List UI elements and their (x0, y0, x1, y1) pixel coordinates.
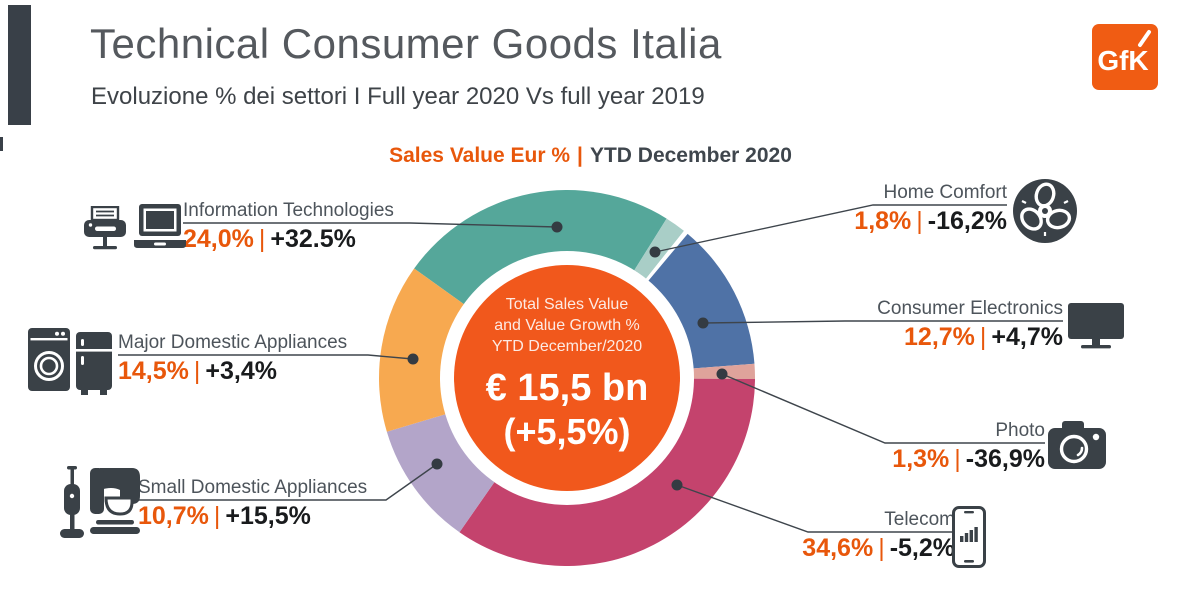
coffee-machine-icon (90, 468, 140, 534)
chart-title-left: Sales Value Eur % (389, 144, 571, 167)
center-line-2: and Value Growth % (494, 317, 640, 334)
tv-icon (1068, 303, 1124, 349)
center-line-3: YTD December/2020 (491, 338, 643, 355)
sector-name: Photo (995, 420, 1045, 441)
gfk-logo-text: GfK (1097, 45, 1148, 76)
refrigerator-icon (76, 332, 112, 395)
page-subtitle: Evoluzione % dei settori I Full year 202… (91, 83, 705, 110)
sector-name: Consumer Electronics (877, 298, 1063, 319)
printer-icon (84, 206, 126, 250)
sector-name: Small Domestic Appliances (138, 477, 368, 498)
donut-center-circle (454, 265, 680, 491)
sector-label-consumer-electronics: Consumer Electronics 12,7% | +4,7% (813, 298, 1063, 352)
sector-growth: -36,9% (965, 445, 1045, 473)
camera-icon (1048, 421, 1106, 469)
sector-share: 34,6% (802, 534, 874, 562)
sector-label-information-technologies: Information Technologies 24,0% | +32.5% (183, 200, 394, 254)
gfk-logo-accent (1138, 30, 1151, 47)
sector-name: Telecom (884, 509, 955, 530)
sector-growth: +4,7% (991, 323, 1063, 351)
donut-center-label: Total Sales Value and Value Growth % YTD… (452, 294, 682, 454)
sector-share: 1,3% (892, 445, 950, 473)
value-separator: | (979, 323, 987, 351)
sector-share: 12,7% (904, 323, 975, 351)
sector-name: Home Comfort (883, 182, 1007, 203)
sector-label-photo: Photo 1,3% | -36,9% (795, 420, 1045, 474)
sector-growth: +15,5% (225, 502, 311, 530)
center-line-1: Total Sales Value (505, 296, 629, 313)
value-separator: | (954, 445, 961, 473)
fan-icon (1013, 179, 1077, 243)
sector-label-home-comfort: Home Comfort 1,8% | -16,2% (757, 182, 1007, 236)
sector-growth: -16,2% (927, 207, 1007, 235)
value-separator: | (916, 207, 923, 235)
sector-label-major-domestic-appliances: Major Domestic Appliances 14,5% | +3,4% (118, 332, 347, 386)
page-title: Technical Consumer Goods Italia (90, 20, 722, 67)
accent-bar (8, 5, 31, 125)
value-separator: | (193, 357, 201, 385)
sector-growth: -5,2% (889, 534, 955, 562)
center-total-growth: (+5,5%) (503, 411, 631, 452)
sector-growth: +3,4% (205, 357, 277, 385)
laptop-icon (134, 204, 186, 248)
accent-bar-sliver (0, 137, 3, 151)
sector-share: 14,5% (118, 357, 189, 385)
chart-title: Sales Value Eur % | YTD December 2020 (0, 144, 1181, 168)
sector-label-small-domestic-appliances: Small Domestic Appliances 10,7% | +15,5% (138, 477, 367, 531)
sector-share: 1,8% (854, 207, 912, 235)
gfk-logo: GfK (1092, 24, 1158, 90)
vacuum-cleaner-icon (60, 466, 84, 538)
sector-label-telecom: Telecom 34,6% | -5,2% (705, 509, 955, 563)
sector-growth: +32.5% (270, 225, 356, 253)
chart-title-separator: | (577, 144, 583, 167)
value-separator: | (258, 225, 266, 253)
center-total-value: € 15,5 bn (485, 367, 649, 409)
chart-title-right: YTD December 2020 (589, 144, 792, 167)
sector-share: 10,7% (138, 502, 209, 530)
value-separator: | (213, 502, 221, 530)
sector-name: Information Technologies (183, 200, 394, 221)
washing-machine-icon (28, 328, 70, 391)
sector-share: 24,0% (183, 225, 254, 253)
value-separator: | (878, 534, 885, 562)
sector-name: Major Domestic Appliances (118, 332, 348, 353)
smartphone-icon (952, 506, 986, 568)
